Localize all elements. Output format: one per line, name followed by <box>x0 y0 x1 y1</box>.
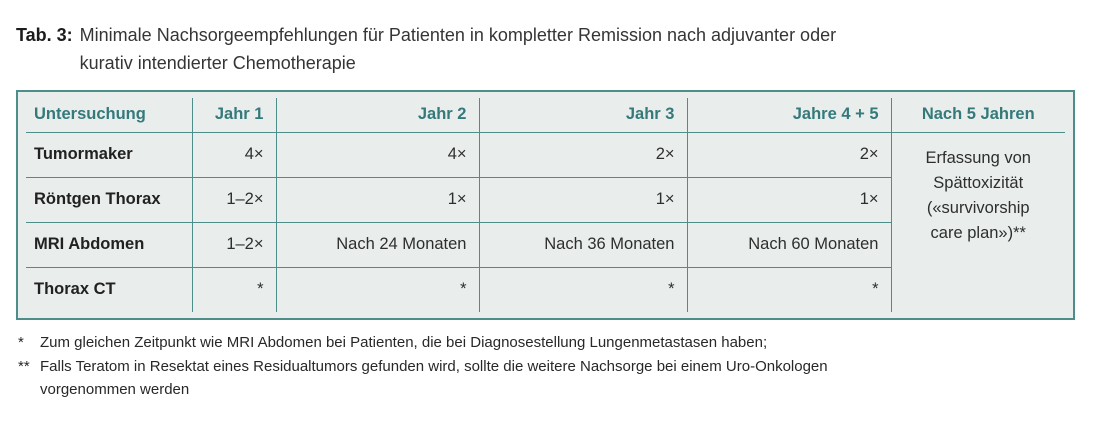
footnote-1-text: Zum gleichen Zeitpunkt wie MRI Abdomen b… <box>40 331 767 355</box>
footnote-2-marker: ** <box>18 357 30 375</box>
cell-tumormaker-jahre45: 2× <box>686 131 891 177</box>
header-jahr-1: Jahr 1 <box>191 98 276 132</box>
footnote-1: * Zum gleichen Zeitpunkt wie MRI Abdomen… <box>18 331 1084 355</box>
header-jahre-4-5: Jahre 4 + 5 <box>686 98 891 132</box>
merged-line-2: Spättoxizität <box>933 173 1024 192</box>
merged-line-3: («survivorship <box>926 198 1030 217</box>
cell-thoraxct-jahr1: * <box>191 266 276 312</box>
cell-nach-5-jahren-merged: Erfassung von Spättoxizität («survivorsh… <box>890 131 1065 312</box>
table-row-roentgen-thorax: Röntgen Thorax 1–2× 1× 1× 1× <box>26 176 1065 222</box>
merged-line-1: Erfassung von <box>925 148 1031 167</box>
cell-thoraxct-jahr2: * <box>275 266 479 312</box>
header-row: Untersuchung Jahr 1 Jahr 2 Jahr 3 Jahre … <box>26 98 1065 132</box>
cell-thoraxct-jahr3: * <box>478 266 687 312</box>
caption-label: Tab. 3: <box>16 25 73 45</box>
footnote-2-line-1: Falls Teratom in Resektat eines Residual… <box>40 357 828 375</box>
caption-text: Minimale Nachsorgeempfehlungen für Patie… <box>80 21 836 77</box>
footnote-1-marker: * <box>18 334 24 351</box>
merged-line-4: care plan»)** <box>930 223 1026 242</box>
header-jahr-2: Jahr 2 <box>275 98 479 132</box>
cell-tumormaker-jahr1: 4× <box>191 131 276 177</box>
cell-tumormaker-jahr2: 4× <box>275 131 479 177</box>
header-nach-5-jahren: Nach 5 Jahren <box>890 98 1065 132</box>
footnote-2-line-2: vorgenommen werden <box>40 381 190 398</box>
row-label-mri-abdomen: MRI Abdomen <box>26 221 192 267</box>
followup-table-container: Untersuchung Jahr 1 Jahr 2 Jahr 3 Jahre … <box>16 90 1075 320</box>
cell-roentgen-jahre45: 1× <box>686 176 891 222</box>
cell-thoraxct-jahre45: * <box>686 266 891 312</box>
caption-line-1: Minimale Nachsorgeempfehlungen für Patie… <box>79 25 837 45</box>
footnote-2-text: Falls Teratom in Resektat eines Residual… <box>40 355 828 402</box>
followup-table: Untersuchung Jahr 1 Jahr 2 Jahr 3 Jahre … <box>26 98 1065 312</box>
cell-mri-jahr2: Nach 24 Monaten <box>275 221 479 267</box>
table-row-thorax-ct: Thorax CT * * * * <box>26 266 1065 312</box>
footnotes: * Zum gleichen Zeitpunkt wie MRI Abdomen… <box>18 331 1084 402</box>
header-jahr-3: Jahr 3 <box>478 98 687 132</box>
cell-roentgen-jahr2: 1× <box>275 176 479 222</box>
cell-mri-jahr3: Nach 36 Monaten <box>478 221 687 267</box>
row-label-tumormaker: Tumormaker <box>26 131 192 177</box>
caption-line-2: kurativ intendierter Chemotherapie <box>79 53 356 73</box>
row-label-roentgen-thorax: Röntgen Thorax <box>26 176 192 222</box>
cell-mri-jahre45: Nach 60 Monaten <box>686 221 891 267</box>
table-row-tumormaker: Tumormaker 4× 4× 2× 2× Erfassung von Spä… <box>26 131 1065 312</box>
table-caption: Tab. 3: Minimale Nachsorgeempfehlungen f… <box>0 0 1100 77</box>
row-label-thorax-ct: Thorax CT <box>26 266 192 312</box>
cell-tumormaker-jahr3: 2× <box>478 131 687 177</box>
footnote-1-line-1: Zum gleichen Zeitpunkt wie MRI Abdomen b… <box>40 334 768 351</box>
footnote-2: ** Falls Teratom in Resektat eines Resid… <box>18 355 1084 402</box>
cell-roentgen-jahr1: 1–2× <box>191 176 276 222</box>
table-row-mri-abdomen: MRI Abdomen 1–2× Nach 24 Monaten Nach 36… <box>26 221 1065 267</box>
cell-roentgen-jahr3: 1× <box>478 176 687 222</box>
cell-mri-jahr1: 1–2× <box>191 221 276 267</box>
header-untersuchung: Untersuchung <box>34 105 146 124</box>
